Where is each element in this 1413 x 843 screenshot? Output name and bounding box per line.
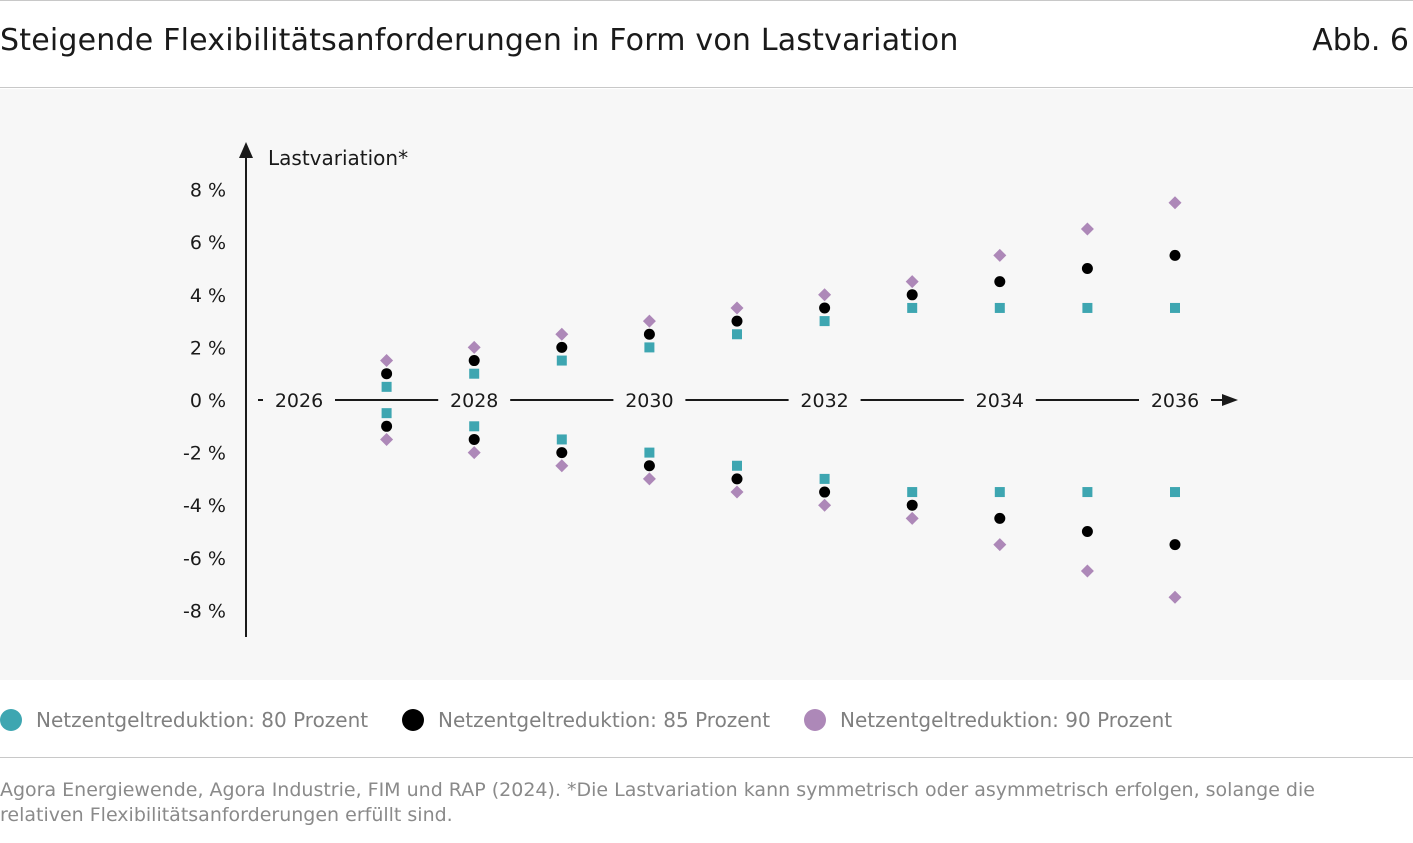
y-tick-label: 2 % (190, 337, 226, 359)
point-80-upper (644, 342, 655, 353)
scatter-chart: Lastvariation* 8 % 6 % 4 % 2 % 0 % -2 % -4 % -6 … (183, 142, 1238, 637)
point-85-lower (643, 460, 655, 472)
x-tick-label: 2028 (450, 390, 498, 412)
point-85-lower (731, 473, 743, 485)
legend-item-80: Netzentgeltreduktion: 80 Prozent (0, 700, 368, 740)
point-80-lower (1170, 487, 1180, 498)
point-85-lower (381, 420, 393, 432)
y-tick-label: 6 % (190, 232, 226, 254)
point-80-upper (819, 316, 830, 327)
legend-label-85: Netzentgeltreduktion: 85 Prozent (438, 708, 771, 732)
figure-header: Steigende Flexibilitätsanforderungen in … (0, 1, 1413, 88)
point-90-lower (905, 511, 919, 525)
point-85-lower (994, 512, 1006, 524)
point-90-lower (1168, 590, 1182, 604)
point-80-upper (994, 302, 1005, 313)
point-85-lower (468, 433, 480, 445)
point-80-lower (469, 421, 480, 432)
point-90-lower (1080, 564, 1094, 578)
point-90-lower (730, 485, 744, 499)
chart-area: Lastvariation* 8 % 6 % 4 % 2 % 0 % -2 % -4 % -6 … (0, 89, 1413, 680)
point-90-upper (467, 340, 481, 354)
point-90-upper (905, 275, 919, 289)
point-85-lower (556, 447, 568, 459)
point-90-lower (993, 538, 1007, 552)
x-tick-label: 2032 (800, 390, 848, 412)
point-85-upper (381, 368, 393, 380)
point-80-lower (907, 487, 918, 498)
y-tick-label: -2 % (183, 443, 226, 465)
point-90-upper (555, 327, 569, 341)
x-tick-label: 2034 (976, 390, 1024, 412)
y-tick-label: 4 % (190, 285, 226, 307)
legend-label-90: Netzentgeltreduktion: 90 Prozent (840, 708, 1173, 732)
y-axis-title: Lastvariation* (268, 146, 408, 170)
point-80-upper (1082, 302, 1093, 313)
point-90-upper (993, 248, 1007, 262)
point-85-upper (819, 302, 831, 314)
legend-swatch-85 (402, 709, 424, 731)
point-85-upper (643, 328, 655, 340)
point-85-lower (906, 499, 918, 511)
point-90-lower (642, 472, 656, 486)
point-90-upper (642, 314, 656, 328)
legend-swatch-90 (804, 709, 826, 731)
point-90-upper (380, 354, 394, 368)
legend-item-90: Netzentgeltreduktion: 90 Prozent (804, 700, 1172, 740)
point-80-lower (644, 447, 655, 458)
y-tick-label: 0 % (190, 390, 226, 412)
x-axis-arrow (1222, 394, 1238, 406)
point-90-lower (818, 498, 832, 512)
source-note: Agora Energiewende, Agora Industrie, FIM… (0, 779, 1315, 826)
point-80-upper (556, 355, 567, 366)
point-90-upper (818, 288, 832, 302)
point-90-lower (380, 432, 394, 446)
top-rule (0, 0, 1413, 1)
point-85-upper (556, 341, 568, 353)
legend-divider (0, 757, 1413, 758)
point-80-lower (1082, 487, 1093, 498)
point-80-lower (732, 460, 742, 471)
point-85-upper (468, 355, 480, 367)
legend-label-80: Netzentgeltreduktion: 80 Prozent (36, 708, 369, 732)
legend: Netzentgeltreduktion: 80 Prozent Netzent… (0, 700, 1413, 740)
x-tick-label: 2036 (1151, 390, 1199, 412)
point-80-lower (994, 487, 1005, 498)
y-tick-label: -4 % (183, 495, 226, 517)
x-tick-label: 2030 (625, 390, 673, 412)
point-80-upper (469, 368, 480, 379)
y-axis-arrow (239, 142, 253, 158)
point-80-lower (381, 408, 392, 419)
point-85-upper (994, 276, 1006, 288)
point-90-upper (1168, 196, 1182, 210)
point-80-upper (1170, 302, 1180, 313)
legend-item-85: Netzentgeltreduktion: 85 Prozent (402, 700, 770, 740)
chart-title: Steigende Flexibilitätsanforderungen in … (0, 23, 959, 58)
point-85-lower (1081, 526, 1093, 537)
point-80-lower (556, 434, 567, 445)
point-80-upper (381, 381, 392, 392)
point-80-upper (732, 329, 742, 340)
legend-swatch-80 (0, 709, 22, 731)
point-85-upper (731, 315, 743, 327)
point-85-upper (906, 289, 918, 301)
figure-number: Abb. 6 (1312, 23, 1409, 58)
point-85-upper (1169, 249, 1181, 261)
point-90-upper (1080, 222, 1094, 236)
point-90-lower (467, 446, 481, 460)
point-85-lower (819, 486, 831, 498)
point-80-lower (819, 473, 830, 484)
point-85-upper (1081, 263, 1093, 274)
point-80-upper (907, 302, 918, 313)
point-90-lower (555, 459, 569, 473)
y-tick-label: -8 % (183, 600, 226, 622)
y-tick-label: -6 % (183, 548, 226, 570)
point-85-lower (1169, 539, 1181, 551)
x-tick-label: 2026 (275, 390, 323, 412)
axes: Lastvariation* 8 % 6 % 4 % 2 % 0 % -2 % -4 % -6 … (183, 142, 1238, 637)
y-tick-label: 8 % (190, 180, 226, 202)
point-90-upper (730, 301, 744, 315)
